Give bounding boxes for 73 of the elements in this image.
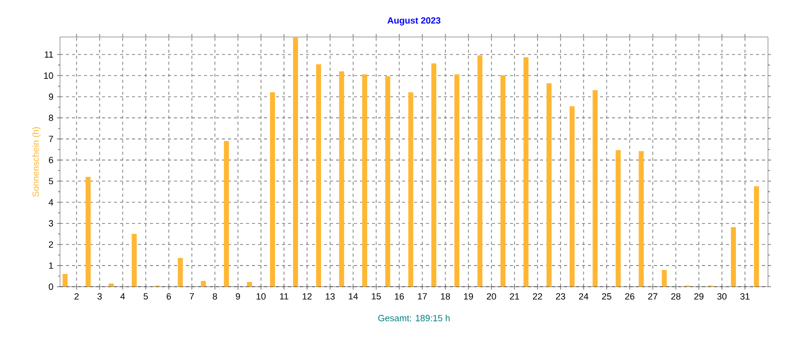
y-tick-label: 6 <box>48 156 54 164</box>
x-tick-label: 10 <box>256 293 266 300</box>
bar <box>592 90 598 287</box>
x-tick-label: 18 <box>441 293 450 300</box>
bar <box>246 282 252 287</box>
x-tick-label: 23 <box>556 293 566 300</box>
y-axis-title: Sonnenschein (h) <box>32 127 41 197</box>
y-tick-label: 5 <box>48 178 54 184</box>
y-tick-label: 9 <box>48 94 54 100</box>
x-tick-label: 30 <box>717 293 727 300</box>
x-tick-label: 13 <box>326 293 335 300</box>
bar <box>270 92 275 287</box>
y-tick-label: 1 <box>49 262 54 269</box>
bar <box>500 75 506 287</box>
bar <box>662 270 667 287</box>
x-tick-label: 15 <box>372 293 381 300</box>
bar <box>616 150 621 287</box>
y-tick-label: 3 <box>48 220 54 227</box>
bar <box>316 64 322 287</box>
bar <box>132 234 137 287</box>
bar <box>730 227 736 287</box>
y-tick-label: 0 <box>48 283 54 290</box>
y-tick-label: 4 <box>48 199 54 206</box>
bar <box>431 63 436 287</box>
bar <box>200 280 206 287</box>
x-tick-label: 16 <box>394 293 404 300</box>
y-tick-label: 8 <box>48 114 54 122</box>
bar <box>454 74 460 287</box>
bar <box>570 106 575 287</box>
bar <box>754 186 759 287</box>
bar <box>385 76 390 287</box>
x-tick-label: 14 <box>348 293 358 300</box>
bar <box>62 274 68 287</box>
x-tick-label: 4 <box>120 293 125 300</box>
bar <box>408 92 414 287</box>
chart-title: August 2023 <box>387 17 440 26</box>
x-tick-label: 26 <box>625 293 634 300</box>
x-tick-label: 28 <box>671 293 680 300</box>
x-tick-label: 5 <box>144 293 148 300</box>
y-tick-label: 7 <box>48 136 54 142</box>
x-tick-label: 12 <box>302 293 312 300</box>
x-tick-label: 3 <box>97 293 102 300</box>
bar <box>178 258 183 287</box>
x-tick-label: 17 <box>418 293 427 300</box>
x-tick-label: 27 <box>648 293 658 300</box>
x-tick-label: 2 <box>74 293 79 300</box>
x-tick-label: 8 <box>212 293 217 300</box>
bar <box>524 57 529 287</box>
y-tick-label: 10 <box>44 72 54 79</box>
bar <box>546 83 552 287</box>
y-tick-label: 11 <box>44 51 54 58</box>
bar <box>477 55 482 287</box>
x-tick-label: 9 <box>236 293 240 300</box>
x-tick-label: 6 <box>166 293 171 300</box>
x-tick-label: 22 <box>532 293 542 300</box>
bar <box>638 151 644 287</box>
x-tick-label: 7 <box>190 293 194 300</box>
bar <box>108 284 114 287</box>
bar <box>362 74 368 287</box>
x-tick-label: 19 <box>464 293 473 300</box>
x-tick-label: 25 <box>602 293 612 300</box>
x-tick-label: 20 <box>486 293 496 300</box>
x-tick-label: 24 <box>579 293 588 300</box>
bar <box>339 71 344 287</box>
bar <box>86 176 91 287</box>
x-tick-label: 11 <box>280 293 288 300</box>
bar <box>224 141 229 287</box>
x-tick-label: 31 <box>740 293 750 300</box>
bar <box>293 38 298 287</box>
x-tick-label: 21 <box>510 293 520 300</box>
x-tick-label: 29 <box>694 293 704 300</box>
y-tick-label: 2 <box>48 241 54 248</box>
text: Gesamt: 189:15 h <box>378 314 450 322</box>
